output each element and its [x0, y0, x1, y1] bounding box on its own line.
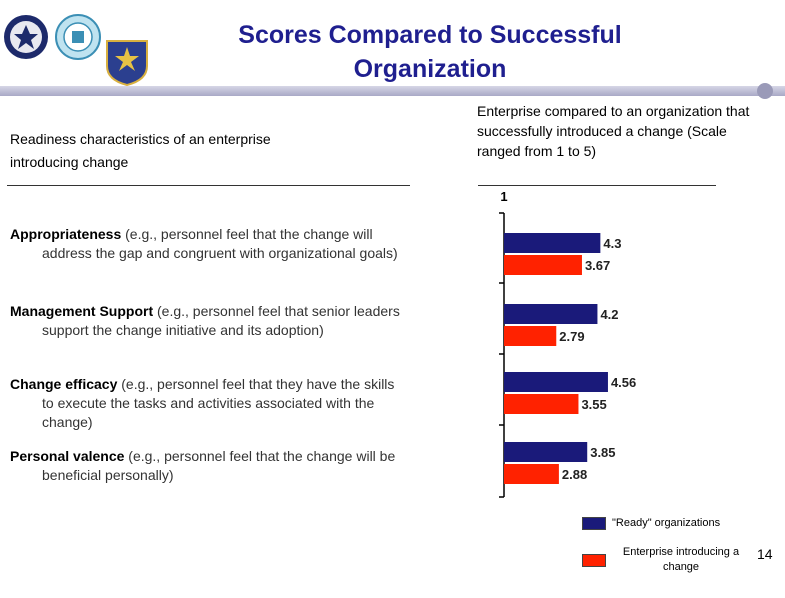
row-label-desc-2: beneficial personally) [42, 467, 174, 483]
data-label: 2.88 [562, 467, 587, 482]
right-column-heading: Enterprise compared to an organization t… [477, 103, 750, 159]
data-label: 4.56 [611, 375, 636, 390]
bar-enterprise [504, 326, 557, 346]
title-line-1: Scores Compared to Successful [238, 21, 622, 49]
row-label-desc-3: change) [42, 414, 93, 430]
row-label-bold: Management Support [10, 303, 154, 319]
row-label-change-efficacy: Change efficacy (e.g., personnel feel th… [10, 375, 470, 432]
legend-label-enterprise-2: change [662, 561, 700, 573]
row-label-desc: (e.g., personnel feel that the change wi… [124, 448, 396, 464]
legend-swatch-enterprise [582, 554, 606, 567]
row-label-desc-2: to execute the tasks and activities asso… [42, 395, 375, 411]
row-label-management-support: Management Support (e.g., personnel feel… [10, 302, 470, 340]
title-line-2: Organization [353, 55, 507, 83]
axis-min-label: 1 [500, 189, 507, 204]
air-force-shield-icon [104, 38, 150, 87]
row-label-desc: (e.g., personnel feel that they have the… [117, 376, 395, 392]
row-label-personal-valence: Personal valence (e.g., personnel feel t… [10, 447, 470, 485]
bar-enterprise [504, 255, 582, 275]
legend-swatch-ready [582, 517, 606, 530]
row-label-desc-2: address the gap and congruent with organ… [42, 245, 398, 261]
bar-ready [504, 233, 601, 253]
data-label: 2.79 [559, 329, 584, 344]
left-heading-underline [7, 185, 410, 186]
row-label-desc-2: support the change initiative and its ad… [42, 322, 324, 338]
legend: "Ready" organizations Enterprise introdu… [582, 514, 752, 584]
page-title: Scores Compared to Successful Organizati… [180, 18, 680, 86]
education-seal-icon [55, 14, 101, 60]
bar-ready [504, 372, 608, 392]
title-rule [0, 86, 785, 96]
data-label: 4.2 [600, 307, 618, 322]
bar-enterprise [504, 394, 579, 414]
row-label-appropriateness: Appropriateness (e.g., personnel feel th… [10, 225, 470, 263]
row-label-bold: Personal valence [10, 448, 125, 464]
row-label-bold: Change efficacy [10, 376, 118, 392]
data-label: 4.3 [603, 236, 621, 251]
left-column-heading: Readiness characteristics of an enterpri… [10, 131, 271, 170]
bar-enterprise [504, 464, 559, 484]
legend-label-ready: "Ready" organizations [612, 517, 721, 529]
legend-label-enterprise: Enterprise introducing a change [611, 545, 751, 575]
bar-ready [504, 304, 598, 324]
row-label-bold: Appropriateness [10, 226, 122, 242]
data-label: 3.55 [581, 397, 606, 412]
data-label: 3.85 [590, 445, 615, 460]
title-rule-cap [757, 83, 773, 99]
data-label: 3.67 [585, 258, 610, 273]
legend-label-enterprise-1: Enterprise introducing a [622, 546, 740, 558]
bar-ready [504, 442, 588, 462]
page-number: 14 [757, 546, 773, 562]
row-label-desc: (e.g., personnel feel that the change wi… [121, 226, 373, 242]
right-heading-underline [478, 185, 716, 186]
va-seal-icon [3, 14, 49, 60]
row-label-desc: (e.g., personnel feel that senior leader… [153, 303, 400, 319]
